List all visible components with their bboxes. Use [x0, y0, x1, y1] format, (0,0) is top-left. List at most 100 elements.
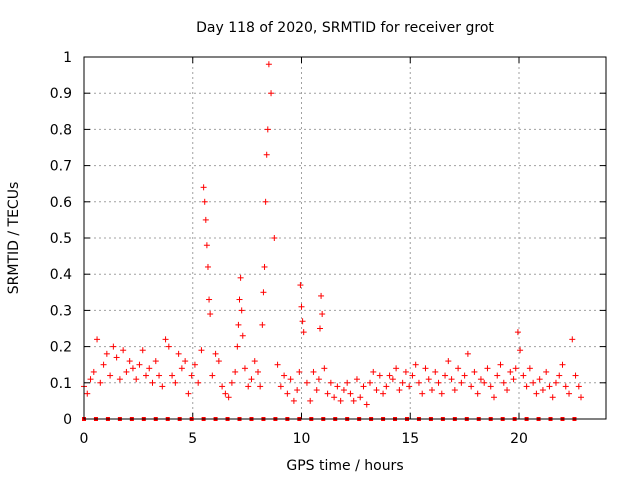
data-point: [182, 358, 189, 365]
data-point: [198, 347, 205, 354]
data-point: [178, 365, 185, 372]
data-point: [376, 372, 383, 379]
data-point: [255, 368, 261, 375]
data-point: [191, 361, 198, 368]
data-point: [215, 358, 222, 365]
data-point: [324, 390, 331, 397]
data-point: [393, 365, 400, 372]
data-point: [318, 292, 325, 299]
data-point: [543, 368, 550, 375]
data-point: [481, 379, 488, 386]
data-point: [386, 372, 393, 379]
data-point: [188, 372, 195, 379]
y-tick-label: 0.5: [50, 231, 72, 247]
data-point: [237, 274, 244, 281]
chart-title: Day 118 of 2020, SRMTID for receiver gro…: [196, 20, 494, 36]
data-point: [562, 383, 569, 390]
data-point: [484, 365, 491, 372]
data-point: [120, 347, 127, 354]
data-point: [539, 387, 546, 394]
data-point: [451, 387, 458, 394]
data-point: [296, 368, 303, 375]
data-point: [207, 311, 214, 318]
data-point: [559, 361, 566, 368]
data-point: [438, 390, 445, 397]
data-point: [146, 365, 153, 372]
data-point: [490, 394, 497, 401]
data-point: [546, 383, 553, 390]
data-point: [200, 184, 207, 191]
data-point: [209, 372, 216, 379]
data-point: [268, 90, 275, 97]
data-point: [297, 282, 304, 289]
data-point: [203, 242, 210, 249]
data-point: [461, 372, 468, 379]
y-tick-label: 1: [63, 50, 72, 66]
data-point: [310, 368, 317, 375]
data-point: [556, 372, 563, 379]
data-point: [549, 394, 556, 401]
data-point: [241, 365, 248, 372]
data-point: [90, 368, 97, 375]
data-point: [234, 343, 241, 350]
data-point: [156, 372, 163, 379]
data-point: [389, 376, 396, 383]
data-point: [373, 387, 380, 394]
x-tick-label: 10: [293, 431, 311, 447]
y-tick-label: 0.7: [50, 159, 72, 175]
data-point: [517, 347, 524, 354]
data-point: [337, 397, 344, 404]
data-point: [380, 390, 387, 397]
data-point: [435, 379, 442, 386]
data-point: [327, 379, 334, 386]
data-point: [259, 321, 266, 328]
grid-lines: [84, 57, 606, 419]
data-point: [494, 372, 501, 379]
data-point: [299, 318, 306, 325]
data-point: [357, 394, 364, 401]
data-point: [228, 379, 235, 386]
data-point: [514, 329, 521, 336]
data-point: [123, 368, 130, 375]
data-point: [94, 336, 101, 343]
data-point: [429, 387, 435, 394]
data-point: [402, 368, 409, 375]
data-point: [523, 383, 530, 390]
data-point: [507, 368, 514, 375]
data-point: [477, 376, 484, 383]
data-point: [113, 354, 120, 361]
data-point: [383, 383, 390, 390]
data-point: [344, 379, 351, 386]
data-point: [159, 383, 166, 390]
data-point: [87, 376, 94, 383]
y-tick-label: 0.8: [50, 122, 72, 138]
data-point: [363, 401, 370, 408]
data-point: [263, 151, 270, 158]
data-point: [274, 361, 281, 368]
data-point: [236, 296, 243, 303]
y-tick-label: 0.9: [50, 86, 72, 102]
data-point: [264, 126, 271, 133]
data-point: [290, 397, 297, 404]
data-point: [347, 390, 354, 397]
data-point: [300, 329, 307, 336]
x-tick-label: 15: [401, 431, 419, 447]
data-point: [577, 394, 584, 401]
data-point: [442, 372, 449, 379]
data-point: [566, 390, 573, 397]
data-point: [340, 387, 347, 394]
y-tick-label: 0.3: [50, 303, 72, 319]
data-point: [432, 368, 439, 375]
data-point: [172, 379, 179, 386]
data-point: [232, 368, 239, 375]
data-point: [281, 372, 288, 379]
data-point: [445, 358, 452, 365]
data-point: [142, 372, 149, 379]
data-point: [202, 216, 209, 223]
data-point: [468, 383, 475, 390]
data-point: [471, 368, 478, 375]
data-point: [107, 372, 114, 379]
y-tick-label: 0.1: [50, 376, 72, 392]
data-point: [412, 361, 419, 368]
data-point: [530, 379, 537, 386]
